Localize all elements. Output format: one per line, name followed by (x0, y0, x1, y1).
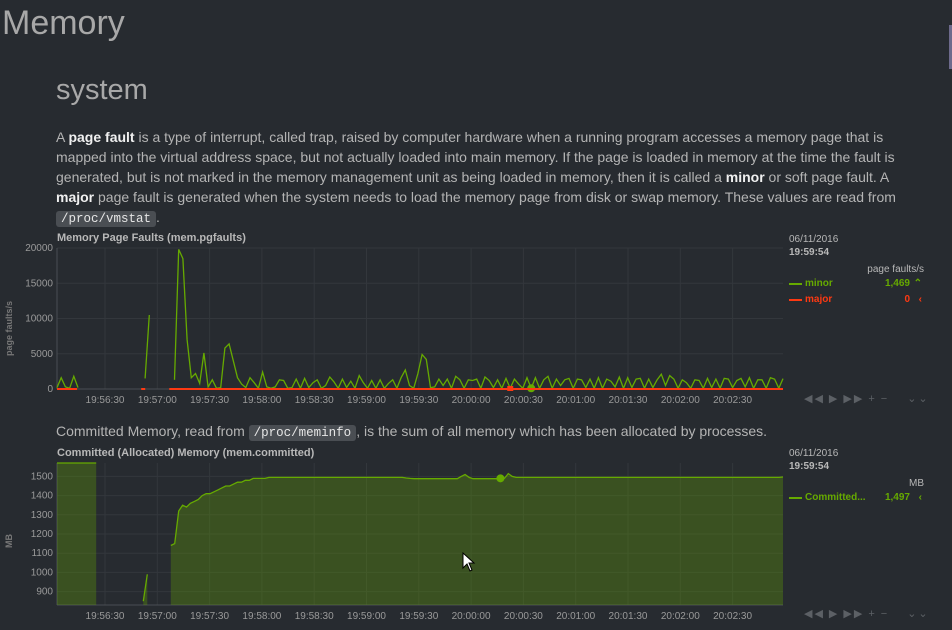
legend-series-committed[interactable]: Committed... 1,497 ‹ (789, 491, 924, 505)
legend-date: 06/11/2016 (789, 448, 839, 459)
pgfaults-toolbar: ◀◀ ▶ ▶▶ + − ⌄⌄ (804, 392, 934, 405)
legend-series-major[interactable]: major 0 ‹ (789, 293, 924, 307)
pgfaults-chart[interactable]: 0 5000 10000 15000 20000 19:56:30 19:57:00 19:5… (0, 240, 790, 415)
series-line-minor (56, 374, 79, 390)
x-tick-label: 20:01:00 (556, 395, 595, 406)
y-tick-label: 20000 (25, 243, 53, 254)
legend-date: 06/11/2016 (789, 234, 839, 245)
x-tick-label: 20:02:30 (713, 611, 752, 622)
legend-arrow-icon: ‹ (918, 492, 922, 503)
forward-icon[interactable]: ▶▶ (843, 393, 865, 405)
zoom-in-icon[interactable]: + (868, 608, 877, 620)
x-tick-label: 20:01:00 (556, 611, 595, 622)
legend-swatch (789, 283, 802, 285)
zoom-out-icon[interactable]: − (880, 608, 890, 620)
x-tick-label: 19:58:00 (242, 395, 281, 406)
committed-chart-title: Committed (Allocated) Memory (mem.commit… (57, 447, 315, 459)
forward-icon[interactable]: ▶▶ (843, 608, 865, 620)
committed-chart[interactable]: 900 1000 1100 1200 1300 1400 1500 19:56:30 19:57… (0, 455, 790, 630)
series-area (57, 463, 97, 605)
legend-series-value: 0 (904, 294, 910, 305)
resize-icon[interactable]: ⌄⌄ (907, 608, 930, 620)
highlight-point (507, 386, 514, 391)
section-title: system (56, 74, 148, 106)
x-tick-label: 20:00:00 (452, 395, 491, 406)
series-line-committed (170, 472, 784, 547)
rewind-icon[interactable]: ◀◀ (804, 393, 825, 405)
committed-legend: 06/11/2016 19:59:54 MB Committed... 1,49… (789, 448, 924, 505)
x-tick-label: 19:57:30 (190, 395, 229, 406)
y-tick-label: 1500 (31, 471, 54, 482)
pgfaults-legend: 06/11/2016 19:59:54 page faults/s minor … (789, 234, 924, 307)
x-tick-label: 19:57:30 (190, 611, 229, 622)
legend-arrow-icon: ⌃ (913, 278, 922, 289)
y-tick-label: 1400 (31, 491, 54, 502)
x-tick-label: 20:00:30 (504, 395, 543, 406)
series-area (170, 473, 784, 605)
x-tick-label: 19:59:00 (347, 395, 386, 406)
legend-arrow-icon: ‹ (918, 294, 922, 305)
legend-series-name: Committed... (805, 492, 866, 503)
y-tick-label: 5000 (31, 349, 54, 360)
legend-swatch (789, 299, 802, 301)
play-icon[interactable]: ▶ (828, 393, 840, 405)
legend-swatch (789, 497, 802, 499)
rewind-icon[interactable]: ◀◀ (804, 608, 825, 620)
x-tick-label: 20:02:00 (661, 611, 700, 622)
committed-paragraph: Committed Memory, read from /proc/meminf… (56, 423, 768, 441)
zoom-in-icon[interactable]: + (868, 393, 877, 405)
x-tick-label: 19:58:00 (242, 611, 281, 622)
x-tick-label: 19:58:30 (295, 395, 334, 406)
x-tick-label: 19:59:30 (399, 395, 438, 406)
x-tick-label: 19:59:30 (399, 611, 438, 622)
y-tick-label: 15000 (25, 278, 53, 289)
legend-time: 19:59:54 (789, 461, 830, 472)
pgfaults-chart-title: Memory Page Faults (mem.pgfaults) (57, 232, 246, 244)
resize-icon[interactable]: ⌄⌄ (907, 393, 930, 405)
y-tick-label: 900 (36, 587, 53, 598)
y-tick-label: 0 (47, 384, 53, 395)
x-tick-label: 20:00:00 (452, 611, 491, 622)
x-tick-label: 19:58:30 (295, 611, 334, 622)
x-tick-label: 19:57:00 (138, 395, 177, 406)
y-tick-label: 1200 (31, 529, 54, 540)
zoom-out-icon[interactable]: − (880, 393, 890, 405)
x-tick-label: 20:01:30 (609, 395, 648, 406)
x-tick-label: 19:56:30 (86, 395, 125, 406)
x-tick-label: 20:02:00 (661, 395, 700, 406)
y-tick-label: 1100 (31, 548, 53, 559)
legend-units: page faults/s (867, 264, 924, 275)
committed-toolbar: ◀◀ ▶ ▶▶ + − ⌄⌄ (804, 607, 934, 620)
legend-series-name: major (805, 294, 833, 305)
legend-series-value: 1,469 (884, 278, 910, 289)
series-line-committed (142, 574, 148, 602)
y-tick-label: 1000 (31, 567, 54, 578)
y-tick-label: 1300 (31, 510, 54, 521)
x-tick-label: 19:56:30 (86, 611, 125, 622)
x-tick-label: 20:01:30 (609, 611, 648, 622)
x-tick-label: 19:57:00 (138, 611, 177, 622)
legend-units: MB (909, 478, 924, 489)
series-line-minor (144, 314, 150, 379)
legend-time: 19:59:54 (789, 247, 830, 258)
series-line-minor (173, 249, 784, 391)
mouse-cursor-icon (462, 552, 476, 572)
legend-series-name: minor (805, 278, 833, 289)
scrollbar-thumb[interactable] (949, 25, 952, 69)
legend-series-value: 1,497 (884, 492, 910, 503)
highlight-point (496, 474, 505, 483)
vmstat-path: /proc/vmstat (56, 211, 157, 227)
play-icon[interactable]: ▶ (828, 608, 840, 620)
y-tick-label: 10000 (25, 314, 53, 325)
page-title: Memory (2, 4, 125, 42)
intro-paragraph: A page fault is a type of interrupt, cal… (56, 129, 896, 227)
x-tick-label: 20:00:30 (504, 611, 543, 622)
meminfo-path: /proc/meminfo (248, 425, 357, 441)
x-tick-label: 20:02:30 (713, 395, 752, 406)
x-tick-label: 19:59:00 (347, 611, 386, 622)
legend-series-minor[interactable]: minor 1,469 ⌃ (789, 277, 924, 291)
